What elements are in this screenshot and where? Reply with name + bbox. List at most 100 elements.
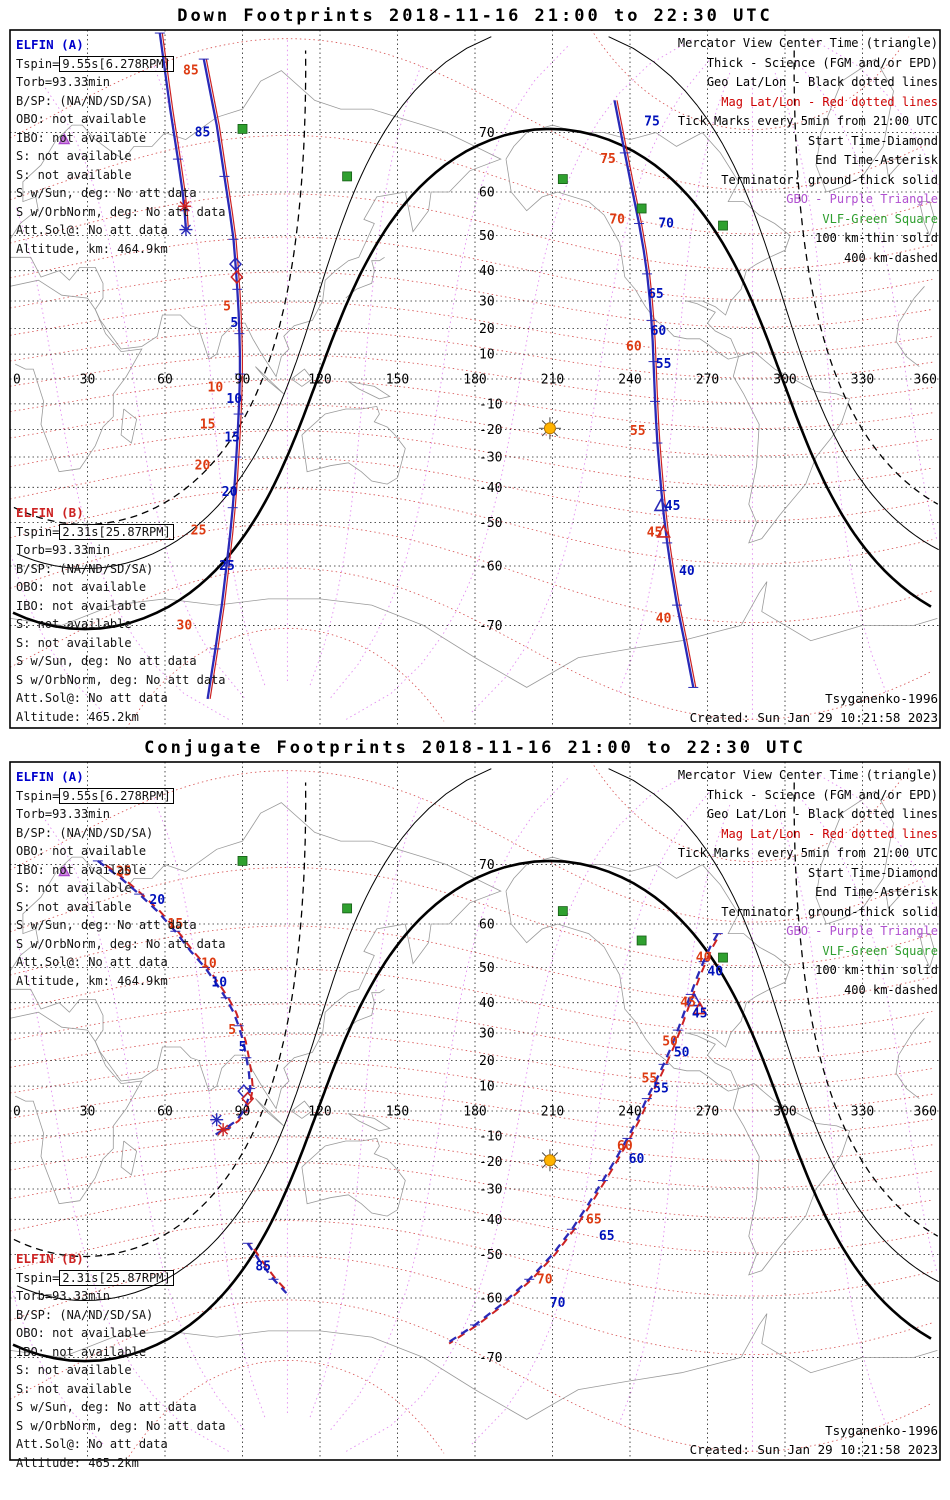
svg-text:45: 45 bbox=[692, 1007, 708, 1022]
legend-line: End Time-Asterisk bbox=[815, 885, 938, 899]
start-time-diamond-icon bbox=[237, 1083, 251, 1099]
panel-title-conjugate: Conjugate Footprints 2018-11-16 21:00 to… bbox=[144, 738, 806, 758]
svg-text:70: 70 bbox=[479, 126, 495, 141]
annotation-line: B/SP: (NA/ND/SD/SA) bbox=[16, 561, 154, 576]
svg-text:60: 60 bbox=[617, 1139, 633, 1154]
annotation-line: S: not available bbox=[16, 149, 132, 163]
legend-line: End Time-Asterisk bbox=[815, 153, 938, 167]
center-time-triangle-icon bbox=[653, 497, 669, 512]
svg-text:-50: -50 bbox=[479, 1248, 502, 1263]
annotation-line: IBO: not available bbox=[16, 862, 147, 877]
elfin-header: ELFIN (A) bbox=[16, 37, 84, 52]
svg-text:5: 5 bbox=[230, 316, 238, 331]
svg-text:60: 60 bbox=[157, 1105, 173, 1120]
svg-text:85: 85 bbox=[183, 64, 199, 79]
track-conj-pass-1-elfin-a bbox=[97, 859, 252, 1136]
svg-text:0: 0 bbox=[13, 373, 21, 388]
legend-line: 400 km-dashed bbox=[844, 982, 938, 997]
svg-text:55: 55 bbox=[642, 1072, 658, 1087]
map-legend: Mercator View Center Time (triangle) Thic… bbox=[678, 34, 938, 268]
credits: Tsyganenko-1996 Created: Sun Jan 29 10:2… bbox=[690, 1421, 938, 1459]
terminator-100km bbox=[16, 768, 939, 1302]
svg-text:10: 10 bbox=[208, 381, 224, 396]
svg-text:-50: -50 bbox=[479, 516, 502, 531]
track-conj-segment-3-elfin-a bbox=[246, 1242, 288, 1294]
svg-text:75: 75 bbox=[644, 114, 660, 129]
svg-text:10: 10 bbox=[226, 392, 242, 407]
svg-text:120: 120 bbox=[308, 1105, 331, 1120]
annotation-line: Altitude, km: 464.9km bbox=[16, 241, 168, 256]
legend-line: GBO - Purple Triangle bbox=[786, 924, 938, 938]
svg-text:210: 210 bbox=[541, 1105, 564, 1120]
svg-text:0: 0 bbox=[13, 1105, 21, 1120]
annotation-line: Att.Sol@: No att data bbox=[16, 955, 168, 969]
created-timestamp: Created: Sun Jan 29 10:21:58 2023 bbox=[689, 1442, 938, 1457]
vlf-station-square-icon bbox=[557, 906, 568, 917]
svg-text:-20: -20 bbox=[479, 1155, 502, 1170]
map-plot-conjugate: 2520151010558540404545505055556060656570… bbox=[9, 761, 941, 1461]
annotation-line: IBO: not available bbox=[16, 598, 147, 613]
svg-text:40: 40 bbox=[679, 564, 695, 579]
legend-line: Mercator View Center Time (triangle) bbox=[677, 36, 938, 50]
annotation-line: S w/Sun, deg: No att data bbox=[16, 654, 197, 668]
created-timestamp: Created: Sun Jan 29 10:21:58 2023 bbox=[689, 710, 938, 725]
svg-text:50: 50 bbox=[479, 229, 495, 244]
svg-text:15: 15 bbox=[224, 431, 240, 446]
svg-text:270: 270 bbox=[696, 1105, 719, 1120]
svg-text:20: 20 bbox=[149, 893, 165, 908]
track-5min-ticks bbox=[470, 933, 723, 1326]
vlf-station-square-icon bbox=[237, 124, 248, 134]
svg-text:25: 25 bbox=[116, 865, 132, 880]
track-conj-pass-2-elfin-b bbox=[448, 933, 722, 1345]
legend-line: Thick - Science (FGM and/or EPD) bbox=[706, 787, 938, 802]
legend-line: Terminator: ground-thick solid bbox=[721, 172, 938, 187]
annotation-line: Att.Sol@: No att data bbox=[16, 691, 168, 705]
svg-text:25: 25 bbox=[191, 523, 207, 538]
legend-line: VLF-Green Square bbox=[822, 211, 938, 226]
svg-text:30: 30 bbox=[177, 618, 193, 633]
center-time-triangle-icon bbox=[656, 524, 671, 538]
svg-text:180: 180 bbox=[463, 1105, 486, 1120]
legend-line: Start Time-Diamond bbox=[807, 865, 938, 880]
svg-text:15: 15 bbox=[168, 917, 184, 932]
credits: Tsyganenko-1996 Created: Sun Jan 29 10:2… bbox=[690, 689, 938, 727]
terminator-100km bbox=[16, 36, 939, 570]
annotation-line: IBO: not available bbox=[16, 130, 147, 145]
annotation-line: B/SP: (NA/ND/SD/SA) bbox=[16, 1307, 154, 1322]
mag-longitude-lines bbox=[10, 770, 940, 1452]
annotation-line: S w/OrbNorm, deg: No att data bbox=[16, 204, 226, 219]
svg-text:10: 10 bbox=[211, 975, 227, 990]
svg-text:60: 60 bbox=[629, 1152, 645, 1167]
track-5min-ticks bbox=[242, 1242, 279, 1280]
svg-text:60: 60 bbox=[479, 917, 495, 932]
svg-text:60: 60 bbox=[651, 324, 667, 339]
vlf-station-square-icon bbox=[636, 935, 647, 946]
sun-icon bbox=[538, 417, 561, 440]
svg-text:65: 65 bbox=[586, 1212, 602, 1227]
svg-text:-60: -60 bbox=[479, 560, 502, 575]
svg-text:120: 120 bbox=[308, 373, 331, 388]
tspin-line: Tspin= 9.55s[6.278RPM] bbox=[16, 787, 226, 806]
legend-line: Terminator: ground-thick solid bbox=[721, 904, 938, 919]
svg-text:5: 5 bbox=[228, 1023, 236, 1038]
legend-line: 100 km-thin solid bbox=[815, 963, 938, 977]
legend-line: Tick Marks every 5min from 21:00 UTC bbox=[677, 114, 938, 128]
svg-text:10: 10 bbox=[479, 1080, 495, 1095]
coastlines bbox=[10, 58, 938, 688]
annotation-line: S w/Sun, deg: No att data bbox=[16, 1400, 197, 1414]
elfin-a-annotations: ELFIN (A) Tspin= 9.55s[6.278RPM] Torb=93.33… bbox=[16, 768, 226, 990]
vlf-station-square-icon bbox=[342, 171, 353, 182]
svg-text:85: 85 bbox=[195, 126, 211, 141]
svg-text:65: 65 bbox=[599, 1229, 615, 1244]
svg-text:30: 30 bbox=[80, 1105, 96, 1120]
svg-text:180: 180 bbox=[463, 373, 486, 388]
annotation-line: S: not available bbox=[16, 899, 132, 914]
svg-text:70: 70 bbox=[479, 858, 495, 873]
annotation-line: Att.Sol@: No att data bbox=[16, 1437, 168, 1451]
svg-text:40: 40 bbox=[479, 264, 495, 279]
svg-text:5: 5 bbox=[223, 300, 231, 315]
start-time-diamond-icon bbox=[241, 1091, 255, 1106]
mag-longitude-lines bbox=[10, 38, 940, 720]
legend-line: Start Time-Diamond bbox=[807, 133, 938, 148]
